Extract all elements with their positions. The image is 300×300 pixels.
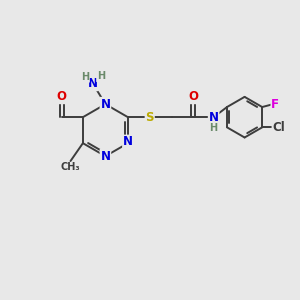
- Text: F: F: [271, 98, 279, 111]
- Text: H: H: [81, 72, 89, 82]
- Text: H: H: [97, 71, 105, 81]
- Text: N: N: [100, 150, 110, 163]
- Text: H: H: [210, 123, 218, 133]
- Text: CH₃: CH₃: [61, 162, 80, 172]
- Text: N: N: [88, 77, 98, 90]
- Text: N: N: [123, 136, 133, 148]
- Text: N: N: [100, 98, 110, 111]
- Text: S: S: [146, 111, 154, 124]
- Text: Cl: Cl: [272, 121, 285, 134]
- Text: O: O: [188, 90, 198, 104]
- Text: O: O: [57, 90, 67, 104]
- Text: N: N: [208, 111, 219, 124]
